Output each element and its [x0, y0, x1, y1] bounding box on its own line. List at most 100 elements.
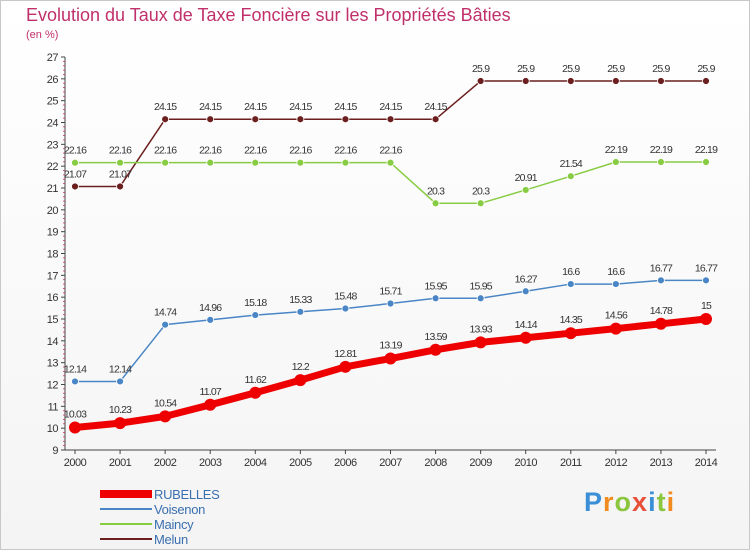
data-point-voisenon [431, 294, 440, 303]
y-tick-label: 18 [47, 249, 59, 261]
data-point-rubelles [700, 313, 712, 325]
series-line-maincy [75, 161, 706, 205]
data-point-rubelles [159, 410, 172, 423]
data-label-rubelles: 13.59 [424, 331, 447, 343]
data-label-melun: 24.15 [379, 101, 402, 113]
data-point-voisenon [71, 377, 79, 386]
logo-letter: x [632, 487, 649, 517]
data-label-rubelles: 11.07 [199, 386, 221, 398]
x-tick-label: 2005 [289, 457, 312, 469]
data-point-voisenon [341, 304, 350, 313]
data-label-maincy: 22.19 [605, 144, 628, 156]
data-label-melun: 24.15 [154, 101, 177, 113]
data-point-rubelles [519, 331, 532, 344]
y-tick-label: 22 [47, 161, 59, 173]
data-point-voisenon [702, 276, 710, 285]
data-label-melun: 21.07 [64, 168, 87, 180]
data-label-maincy: 22.16 [64, 145, 87, 157]
x-tick-label: 2011 [560, 457, 582, 469]
y-tick-label: 15 [47, 314, 59, 326]
data-point-melun [296, 115, 305, 124]
x-tick-label: 2012 [605, 457, 628, 469]
data-point-voisenon [657, 276, 665, 285]
data-point-voisenon [116, 377, 124, 386]
logo-letter: i [648, 487, 657, 517]
x-tick-label: 2006 [334, 457, 357, 469]
y-tick-label: 9 [52, 445, 58, 457]
data-point-rubelles [609, 322, 622, 335]
data-label-maincy: 22.16 [199, 145, 222, 157]
legend-label-maincy: Maincy [154, 517, 194, 532]
data-label-maincy: 22.19 [650, 144, 673, 156]
y-tick-label: 25 [47, 96, 59, 108]
x-tick-label: 2002 [154, 457, 177, 469]
y-tick-label: 23 [47, 139, 59, 151]
data-point-voisenon [476, 294, 485, 303]
data-point-rubelles [384, 352, 397, 365]
data-label-maincy: 21.54 [560, 158, 583, 170]
data-point-voisenon [521, 287, 530, 296]
y-tick-label: 19 [47, 227, 59, 239]
data-point-melun [431, 115, 440, 124]
data-label-voisenon: 16.6 [607, 266, 625, 278]
data-point-melun [386, 115, 395, 124]
y-tick-label: 21 [47, 183, 59, 195]
y-tick-label: 10 [47, 423, 59, 435]
x-tick-label: 2010 [514, 457, 537, 469]
data-label-melun: 24.15 [289, 101, 312, 113]
data-label-rubelles: 14.14 [515, 319, 538, 331]
data-label-rubelles: 12.2 [292, 361, 310, 373]
data-point-maincy [702, 158, 710, 166]
data-label-voisenon: 15.71 [379, 285, 402, 297]
data-point-maincy [206, 158, 215, 167]
legend-label-rubelles: RUBELLES [154, 487, 220, 502]
data-label-voisenon: 16.77 [650, 262, 673, 274]
data-point-maincy [386, 158, 395, 167]
x-tick-label: 2009 [469, 457, 492, 469]
y-tick-label: 11 [48, 401, 59, 413]
data-label-rubelles: 14.56 [605, 310, 628, 322]
data-label-melun: 25.9 [697, 63, 715, 75]
x-tick-label: 2008 [424, 457, 447, 469]
data-point-maincy [431, 199, 440, 208]
data-point-melun [521, 77, 530, 85]
data-point-rubelles [69, 421, 81, 434]
data-point-melun [161, 115, 170, 124]
data-label-maincy: 22.16 [244, 145, 267, 157]
data-point-maincy [611, 158, 620, 166]
data-point-maincy [296, 158, 305, 167]
data-point-maincy [341, 158, 350, 167]
data-label-melun: 24.15 [199, 101, 222, 113]
x-tick-label: 2000 [64, 457, 87, 469]
data-label-voisenon: 15.95 [424, 280, 447, 292]
data-label-melun: 25.9 [652, 63, 670, 75]
data-label-melun: 24.15 [244, 101, 267, 113]
logo-letter: r [603, 487, 615, 517]
y-tick-label: 24 [47, 118, 59, 130]
data-point-melun [71, 182, 79, 191]
data-point-maincy [71, 158, 79, 167]
data-label-voisenon: 14.96 [199, 302, 222, 314]
data-point-rubelles [474, 336, 487, 349]
data-label-maincy: 22.16 [109, 145, 132, 157]
data-point-maincy [657, 158, 665, 166]
x-tick-label: 2014 [695, 457, 718, 469]
data-label-rubelles: 15 [701, 300, 712, 312]
x-tick-label: 2001 [109, 457, 132, 469]
y-tick-label: 20 [47, 205, 59, 217]
y-tick-label: 14 [47, 336, 59, 348]
x-tick-label: 2003 [199, 457, 222, 469]
data-label-voisenon: 15.95 [470, 280, 493, 292]
data-point-maincy [521, 186, 530, 194]
logo-letter: i [666, 487, 676, 517]
data-label-voisenon: 16.77 [695, 262, 718, 274]
data-point-melun [116, 182, 124, 191]
data-point-melun [611, 77, 620, 85]
y-tick-label: 27 [47, 52, 59, 64]
data-label-maincy: 20.3 [472, 185, 490, 197]
series-line-rubelles [74, 315, 707, 431]
data-label-melun: 24.15 [424, 101, 447, 113]
data-point-voisenon [611, 280, 620, 288]
data-label-melun: 25.9 [472, 63, 490, 75]
